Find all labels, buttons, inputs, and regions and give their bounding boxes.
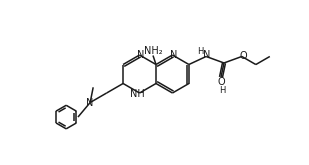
Text: NH: NH: [130, 89, 145, 99]
Text: O: O: [217, 77, 225, 87]
Text: N: N: [203, 50, 211, 60]
Text: N: N: [137, 50, 144, 60]
Text: NH₂: NH₂: [144, 47, 162, 56]
Text: H: H: [197, 47, 203, 56]
Text: N: N: [87, 98, 94, 108]
Text: O: O: [239, 51, 247, 62]
Text: N: N: [170, 50, 177, 60]
Text: H: H: [219, 86, 225, 95]
